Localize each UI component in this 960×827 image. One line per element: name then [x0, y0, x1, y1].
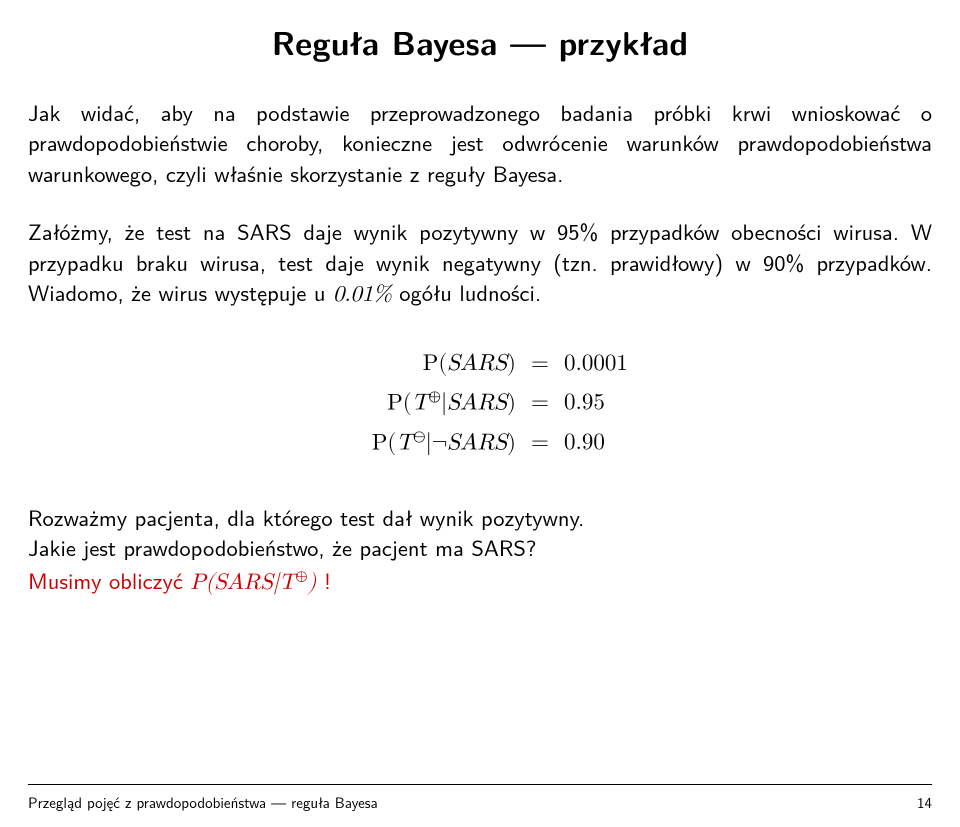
eq2-equals: =: [530, 385, 550, 422]
footer-left-text: Przegląd pojęć z prawdopodobieństwa — re…: [28, 791, 378, 813]
eq2-rhs: 0.95: [564, 385, 644, 422]
eq3-rhs: 0.90: [564, 425, 644, 462]
slide-title: Reguła Bayesa — przykład: [0, 0, 960, 65]
eq3-equals: =: [530, 425, 550, 462]
paragraph-intro: Jak widać, aby na podstawie przeprowadzo…: [28, 97, 932, 188]
equation-row-2: P(T⊕|SARS) = 0.95: [28, 385, 932, 422]
equation-row-1: P(SARS) = 0.0001: [28, 346, 932, 383]
equations-block: P(SARS) = 0.0001 P(T⊕|SARS) = 0.95 P(T⊖|…: [28, 346, 932, 462]
para2-inline-math: 0.01%: [333, 284, 392, 306]
eq3-lhs: P(T⊖|¬SARS): [316, 425, 516, 462]
para2-text-b: ogółu ludności.: [392, 275, 541, 308]
question-line-1: Rozważmy pacjenta, dla którego test dał …: [28, 500, 584, 533]
compute-text-a: Musimy obliczyć: [28, 563, 190, 596]
footer: Przegląd pojęć z prawdopodobieństwa — re…: [28, 784, 932, 813]
slide-page: Reguła Bayesa — przykład Jak widać, aby …: [0, 0, 960, 827]
compute-line: Musimy obliczyć P(SARS|T⊕) !: [28, 565, 932, 598]
page-number: 14: [917, 791, 932, 813]
compute-text-b: !: [316, 563, 331, 596]
eq2-lhs: P(T⊕|SARS): [316, 385, 516, 422]
question-paragraph: Rozważmy pacjenta, dla którego test dał …: [28, 502, 932, 563]
equation-row-3: P(T⊖|¬SARS) = 0.90: [28, 425, 932, 462]
eq1-rhs: 0.0001: [564, 346, 644, 383]
compute-math: P(SARS|T⊕): [190, 572, 316, 594]
paragraph-assumptions: Załóżmy, że test na SARS daje wynik pozy…: [28, 216, 932, 310]
eq1-equals: =: [530, 346, 550, 383]
question-line-2: Jakie jest prawdopodobieństwo, że pacjen…: [28, 530, 537, 563]
eq1-lhs: P(SARS): [316, 346, 516, 383]
slide-body: Jak widać, aby na podstawie przeprowadzo…: [0, 97, 960, 598]
